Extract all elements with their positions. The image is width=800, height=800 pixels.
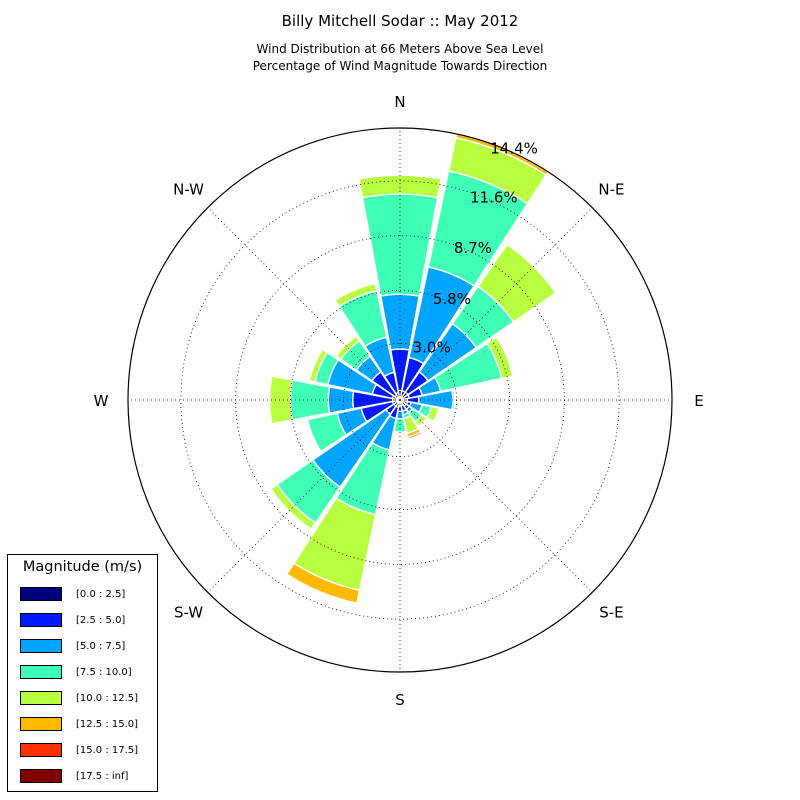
windrose-bar-sw-bin4 [269, 483, 317, 531]
legend-label: [17.5 : inf] [76, 771, 129, 782]
angular-gridline [207, 399, 401, 593]
direction-label-s-w: S-W [174, 603, 203, 621]
direction-label-s: S [395, 691, 405, 709]
legend-label: [12.5 : 15.0] [76, 719, 139, 730]
legend: Magnitude (m/s) [0.0 : 2.5] [2.5 : 5.0] [5… [7, 554, 158, 792]
direction-label-n: N [394, 93, 405, 111]
legend-label: [7.5 : 10.0] [76, 667, 132, 678]
windrose-grid [127, 127, 673, 673]
windrose-bar-nnw-bin4 [334, 282, 378, 308]
angular-gridline [207, 207, 401, 401]
direction-label-s-e: S-E [599, 603, 623, 621]
windrose-bar-sse-bin6 [407, 430, 423, 440]
legend-swatch [20, 665, 62, 679]
radial-tick-label: 8.7% [454, 239, 492, 257]
windrose-bar-ene-bin4 [486, 336, 514, 380]
legend-label: [0.0 : 2.5] [76, 589, 126, 600]
legend-swatch [20, 639, 62, 653]
windrose-bar-wsw-bin3 [306, 412, 348, 453]
direction-label-w: W [94, 392, 109, 410]
windrose-bar-e-bin3 [451, 389, 456, 411]
windrose-bar-se-bin4 [414, 414, 428, 428]
legend-title: Magnitude (m/s) [22, 559, 143, 575]
outer-circle [127, 127, 673, 673]
windrose-bar-ne-bin4 [477, 243, 557, 323]
windrose-bar-ssw-bin5 [285, 562, 361, 605]
windrose-labels: 3.0% 5.8% 8.7% 11.6% 14.4% N N-E E S-E S S-W W N-W [94, 93, 704, 709]
legend-swatch [20, 613, 62, 627]
radial-tick-label: 5.8% [433, 290, 471, 308]
direction-label-n-e: N-E [598, 181, 624, 199]
windrose-bar-w-bin2 [327, 386, 355, 414]
radial-tick-label: 3.0% [413, 339, 451, 357]
legend-swatch [20, 769, 62, 783]
chart-subtitle-line2: Percentage of Wind Magnitude Towards Dir… [252, 59, 548, 73]
legend-swatch [20, 587, 62, 601]
legend-swatch [20, 743, 62, 757]
legend-swatch [20, 717, 62, 731]
direction-label-e: E [694, 392, 703, 410]
windrose-bar-ese-bin4 [425, 405, 440, 423]
radial-gridline [180, 180, 620, 620]
legend-label: [2.5 : 5.0] [76, 615, 126, 626]
angular-gridline [399, 207, 593, 401]
windrose-bar-nw-bin4 [335, 335, 361, 361]
radial-tick-label: 11.6% [470, 189, 518, 207]
windrose-bars [268, 133, 557, 605]
windrose-bar-wnw-bin4 [308, 348, 329, 383]
direction-label-n-w: N-W [173, 181, 204, 199]
angular-gridline [399, 399, 593, 593]
legend-label: [15.0 : 17.5] [76, 745, 139, 756]
windrose-bar-w-bin4 [268, 375, 294, 425]
legend-label: [5.0 : 7.5] [76, 641, 126, 652]
legend-label: [10.0 : 12.5] [76, 693, 139, 704]
legend-swatch [20, 691, 62, 705]
chart-title: Billy Mitchell Sodar :: May 2012 [281, 12, 519, 30]
radial-tick-label: 14.4% [490, 140, 538, 158]
chart-subtitle-line1: Wind Distribution at 66 Meters Above Sea… [256, 42, 544, 56]
windrose-bar-n-bin4 [358, 174, 442, 199]
